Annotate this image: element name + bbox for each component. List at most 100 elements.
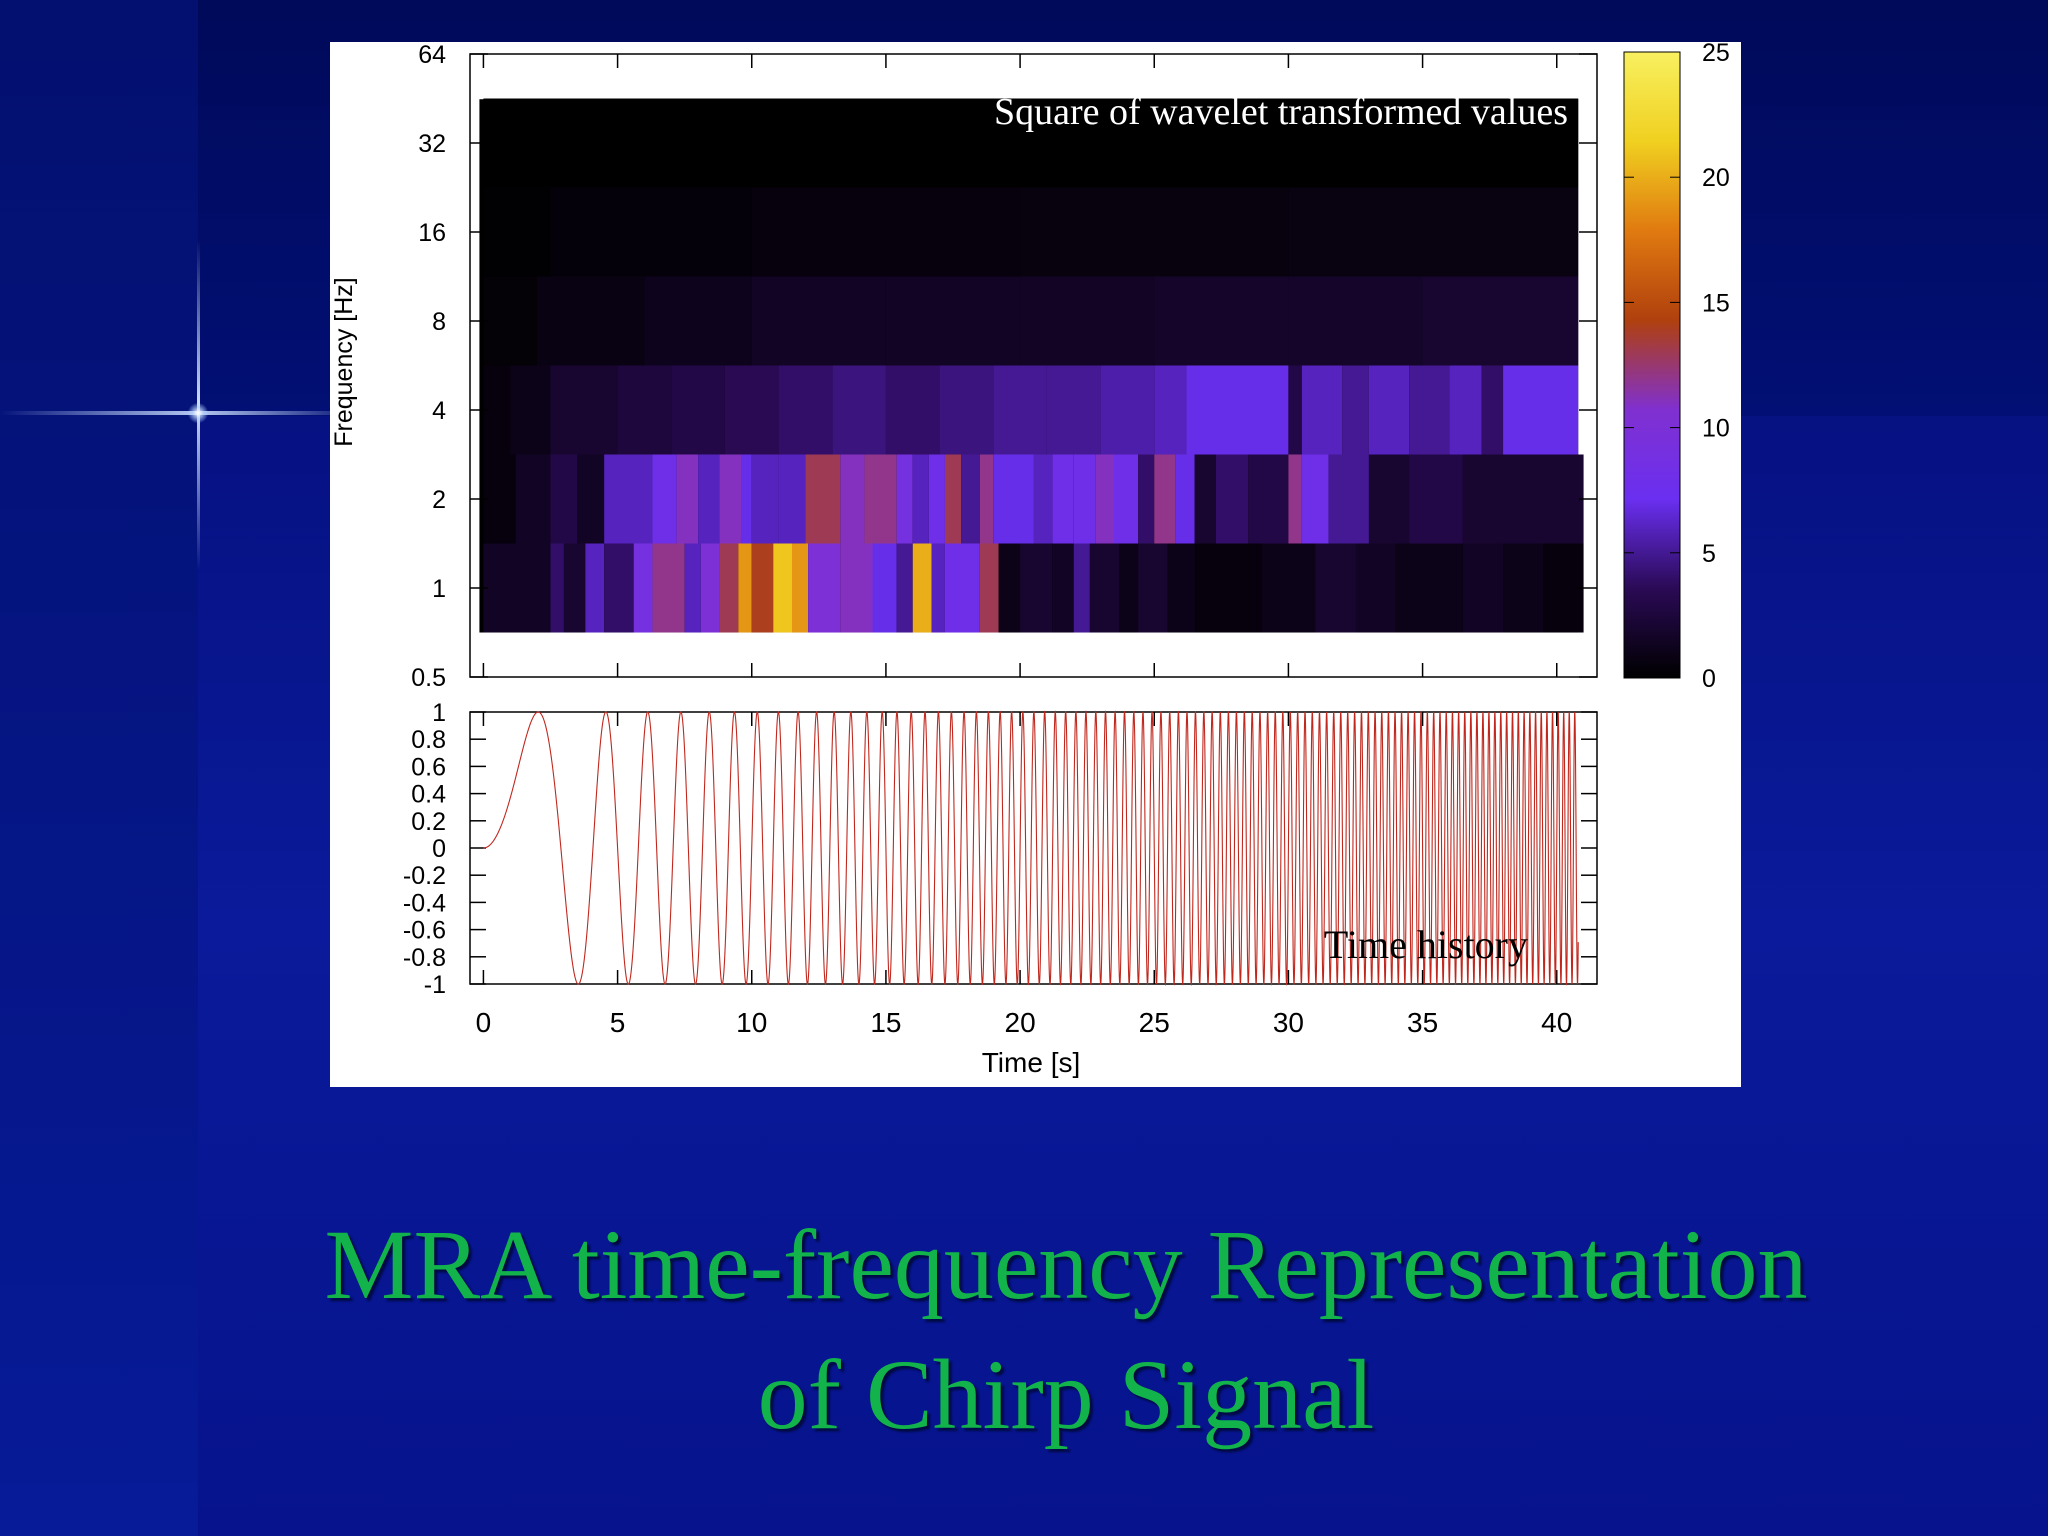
heatmap-cell-1hz-25	[1073, 543, 1090, 633]
time-history-x-axis-label: Time [s]	[982, 1047, 1081, 1078]
heatmap-cell-1hz-1	[550, 543, 564, 633]
heatmap-cell-4hz-3	[617, 365, 672, 455]
colorbar-gradient	[1623, 51, 1681, 679]
heatmap-y-axis-label: Frequency [Hz]	[330, 277, 358, 447]
colorbar-tick-label-3: 15	[1702, 289, 1730, 317]
heatmap-ytick-label-1: 32	[418, 130, 446, 158]
heatmap-cell-1hz-15	[840, 543, 873, 633]
heatmap-cell-2hz-2	[550, 454, 578, 544]
heatmap-cell-1hz-33	[1355, 543, 1396, 633]
slide-title: MRA time-frequency Representation of Chi…	[198, 1200, 1934, 1460]
heatmap-cell-2hz-19	[961, 454, 980, 544]
heatmap-cell-8hz-2	[644, 276, 752, 366]
heatmap-cell-2hz-30	[1194, 454, 1216, 544]
time-history-ytick-label-0: 1	[432, 699, 446, 727]
time-history-ytick-label-9: -0.8	[403, 944, 446, 972]
heatmap-cell-4hz-18	[1368, 365, 1410, 455]
colorbar-tick-label-0: 0	[1702, 665, 1716, 693]
heatmap-ytick-label-0: 64	[418, 42, 446, 69]
heatmap-cell-2hz-32	[1248, 454, 1289, 544]
heatmap-cell-16hz-3	[1020, 187, 1289, 277]
heatmap-cell-1hz-30	[1194, 543, 1262, 633]
time-history-ytick-label-7: -0.4	[403, 889, 446, 917]
heatmap-cell-1hz-26	[1089, 543, 1120, 633]
heatmap-cell-4hz-13	[1154, 365, 1187, 455]
heatmap-cell-1hz-9	[719, 543, 739, 633]
heatmap-cell-1hz-0	[483, 543, 551, 633]
heatmap-cell-4hz-6	[778, 365, 833, 455]
heatmap-cell-2hz-36	[1368, 454, 1410, 544]
heatmap-cell-1hz-37	[1543, 543, 1584, 633]
heatmap-cell-8hz-1	[537, 276, 645, 366]
heatmap-cell-8hz-5	[1020, 276, 1155, 366]
slide-title-line-1: MRA time-frequency Representation	[324, 1209, 1808, 1320]
heatmap-cell-16hz-4	[1288, 187, 1579, 277]
heatmap-cell-4hz-20	[1449, 365, 1482, 455]
heatmap-cell-8hz-0	[483, 276, 538, 366]
heatmap-cell-2hz-14	[864, 454, 897, 544]
heatmap-cell-1hz-6	[652, 543, 685, 633]
lens-flare-center	[188, 403, 208, 423]
heatmap-cell-1hz-32	[1315, 543, 1356, 633]
heatmap-cell-2hz-20	[979, 454, 994, 544]
heatmap-cell-4hz-21	[1481, 365, 1504, 455]
heatmap-cell-2hz-26	[1114, 454, 1139, 544]
time-history-xtick-label-7: 35	[1407, 1007, 1438, 1038]
heatmap-cell-1hz-24	[1052, 543, 1074, 633]
heatmap-cell-4hz-16	[1301, 365, 1343, 455]
heatmap-cell-2hz-17	[928, 454, 945, 544]
heatmap-cell-1hz-12	[773, 543, 792, 633]
heatmap-cell-4hz-5	[724, 365, 779, 455]
heatmap-cell-8hz-4	[885, 276, 1021, 366]
heatmap-cell-1hz-36	[1503, 543, 1544, 633]
heatmap-cell-16hz-0	[483, 187, 551, 277]
heatmap-cell-1hz-4	[604, 543, 634, 633]
heatmap-cell-4hz-19	[1409, 365, 1450, 455]
heatmap-cell-1hz-18	[912, 543, 932, 633]
heatmap-cell-2hz-23	[1052, 454, 1074, 544]
colorbar-tick-label-5: 25	[1702, 42, 1730, 67]
heatmap-cell-4hz-14	[1186, 365, 1289, 455]
heatmap-cell-1hz-3	[585, 543, 605, 633]
colorbar-tick-label-1: 5	[1702, 540, 1716, 568]
heatmap-cell-1hz-22	[998, 543, 1021, 633]
heatmap-ytick-label-7: 0.5	[411, 664, 446, 692]
heatmap-cell-1hz-20	[944, 543, 980, 633]
heatmap-cell-2hz-7	[698, 454, 720, 544]
time-history-title: Time history	[1324, 922, 1528, 967]
time-history-xtick-label-6: 30	[1273, 1007, 1304, 1038]
heatmap-cell-1hz-35	[1462, 543, 1504, 633]
heatmap-cell-2hz-37	[1409, 454, 1463, 544]
heatmap-panel: 64 32 16 8 4 2 1 0.5	[411, 42, 1598, 692]
heatmap-cell-1hz-21	[979, 543, 999, 633]
heatmap-cell-1hz-13	[792, 543, 809, 633]
slide-left-bar	[0, 0, 198, 1536]
heatmap-cell-1hz-5	[633, 543, 653, 633]
time-history-ytick-label-4: 0.2	[411, 808, 446, 836]
heatmap-cell-1hz-2	[563, 543, 586, 633]
heatmap-ytick-label-4: 4	[432, 397, 446, 425]
time-history-ytick-label-2: 0.6	[411, 753, 446, 781]
heatmap-cell-1hz-23	[1020, 543, 1053, 633]
heatmap-cell-2hz-25	[1095, 454, 1114, 544]
heatmap-cell-4hz-17	[1342, 365, 1369, 455]
heatmap-cell-2hz-33	[1288, 454, 1302, 544]
heatmap-cell-4hz-11	[1046, 365, 1101, 455]
heatmap-cell-2hz-34	[1301, 454, 1329, 544]
heatmap-cell-2hz-21	[993, 454, 1034, 544]
heatmap-cell-4hz-12	[1100, 365, 1155, 455]
time-history-xtick-label-3: 15	[870, 1007, 901, 1038]
heatmap-cell-2hz-12	[805, 454, 841, 544]
time-history-series-line	[483, 710, 1579, 987]
heatmap-cell-2hz-3	[577, 454, 605, 544]
heatmap-cell-8hz-3	[751, 276, 886, 366]
heatmap-cell-2hz-0	[483, 454, 516, 544]
heatmap-ytick-label-2: 16	[418, 219, 446, 247]
heatmap-cell-2hz-18	[944, 454, 962, 544]
time-history-xtick-label-2: 10	[736, 1007, 767, 1038]
heatmap-ytick-label-3: 8	[432, 308, 446, 336]
heatmap-cell-2hz-4	[604, 454, 653, 544]
time-history-panel: 10.80.60.40.20-0.2-0.4-0.6-0.8-10 5 10 15 20…	[403, 699, 1598, 1038]
heatmap-frame	[469, 53, 1598, 678]
